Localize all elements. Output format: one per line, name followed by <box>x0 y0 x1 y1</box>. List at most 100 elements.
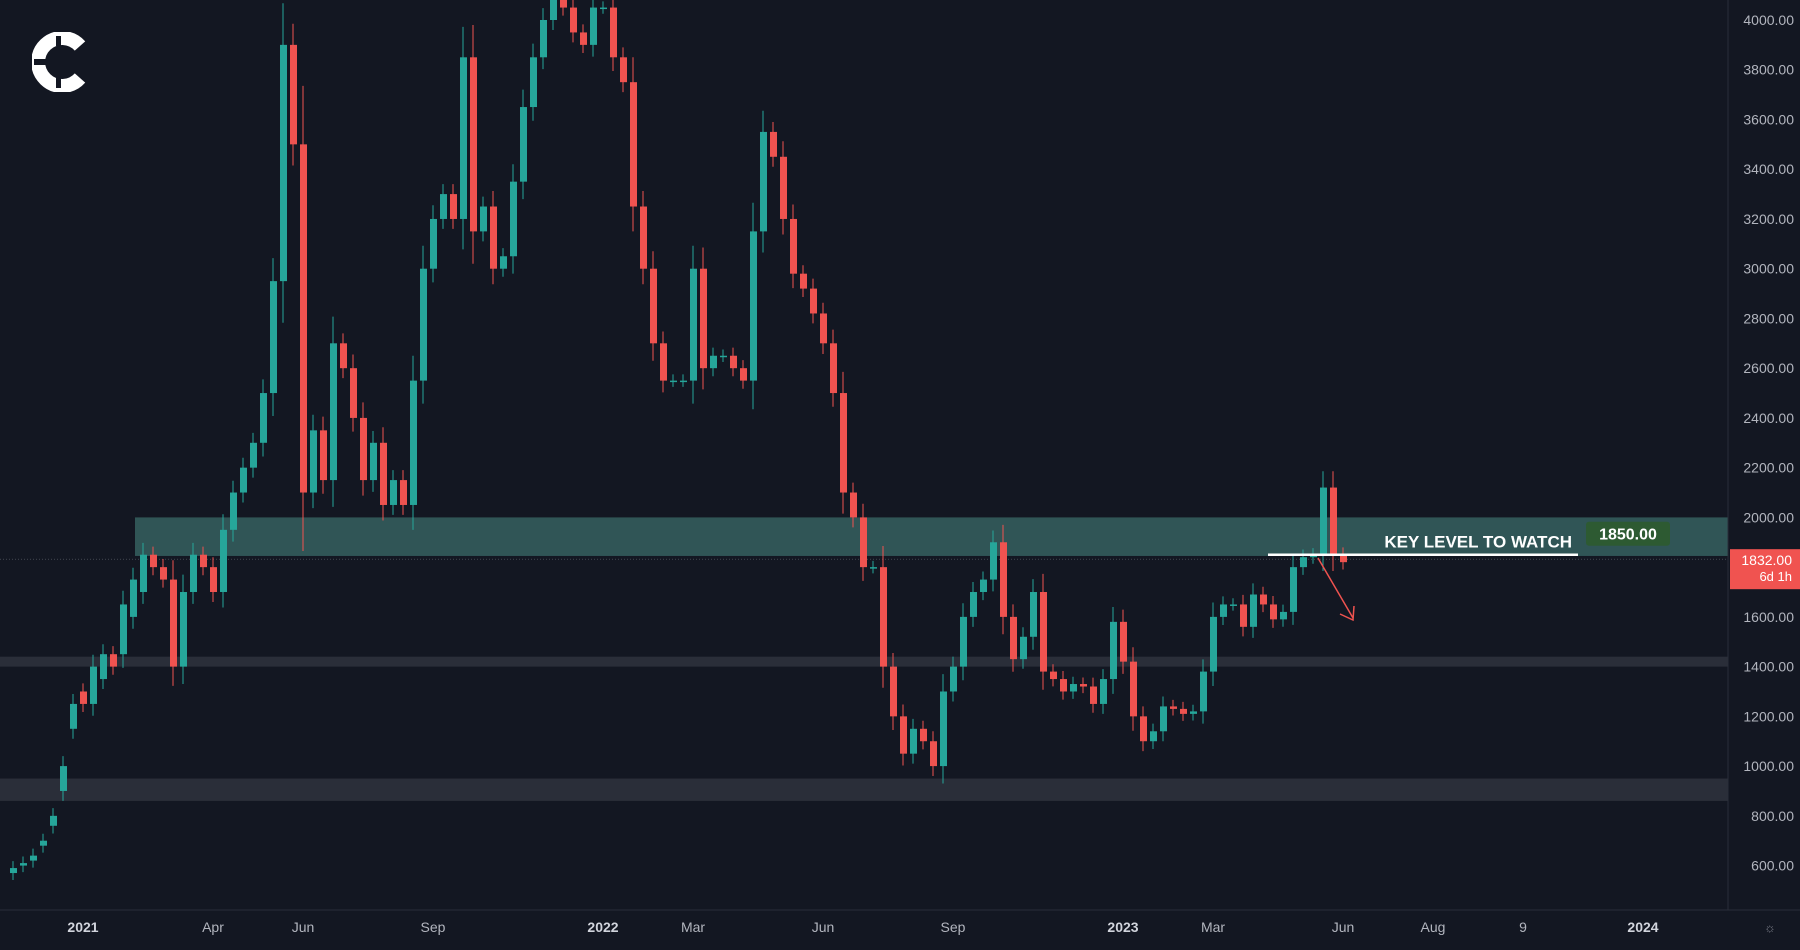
candle-body <box>240 467 247 493</box>
candle-body <box>1020 636 1027 660</box>
candle-body <box>580 32 587 45</box>
candle-body <box>50 815 57 826</box>
candle-body <box>1130 661 1137 717</box>
candle-body <box>890 666 897 717</box>
time-tick-label: Mar <box>1201 919 1225 935</box>
time-tick-label: Apr <box>202 919 224 935</box>
candle-body <box>40 840 47 846</box>
candle-body <box>710 355 717 369</box>
logo-icon <box>32 32 86 92</box>
candle-body <box>650 268 657 344</box>
candle-body <box>1180 708 1187 714</box>
candle-body <box>840 393 847 493</box>
current-price-label: 1832.00 <box>1741 552 1792 568</box>
time-tick-label: 9 <box>1519 919 1527 935</box>
time-tick-label: 2023 <box>1107 919 1138 935</box>
candle-body <box>940 691 947 767</box>
candle-body <box>100 654 107 680</box>
price-tick-label: 1600.00 <box>1743 609 1794 625</box>
candle-body <box>1050 671 1057 680</box>
settings-icon[interactable]: ☼ <box>1764 920 1776 935</box>
candle-body <box>500 256 507 269</box>
support-zone <box>0 778 1728 801</box>
candle-body <box>160 567 167 580</box>
candle-body <box>90 666 97 704</box>
candle-body <box>470 57 477 232</box>
price-tick-label: 3600.00 <box>1743 111 1794 127</box>
candle-body <box>20 863 27 866</box>
current-price-tag <box>1730 549 1800 590</box>
time-tick-label: Jun <box>812 919 835 935</box>
arrow-head <box>1339 605 1355 622</box>
price-tick-label: 3400.00 <box>1743 161 1794 177</box>
candle-body <box>830 343 837 394</box>
candle-body <box>930 741 937 767</box>
candle-body <box>920 728 927 742</box>
candle-body <box>450 194 457 219</box>
candle-body <box>680 380 687 383</box>
price-tick-label: 2200.00 <box>1743 460 1794 476</box>
candle-body <box>820 313 827 344</box>
time-tick-label: Sep <box>941 919 966 935</box>
candle-body <box>560 0 567 8</box>
candle-body <box>670 380 677 383</box>
candle-body <box>350 368 357 418</box>
candle-body <box>10 868 17 874</box>
candle-body <box>620 57 627 83</box>
candles-layer <box>10 0 1347 881</box>
candle-body <box>740 368 747 381</box>
price-tick-label: 2800.00 <box>1743 310 1794 326</box>
candle-body <box>1010 616 1017 660</box>
candle-body <box>110 654 117 667</box>
candle-body <box>810 288 817 314</box>
candle-body <box>1190 711 1197 714</box>
candle-body <box>1140 716 1147 742</box>
candle-body <box>1200 671 1207 712</box>
candle-body <box>290 44 297 145</box>
projection-arrow <box>1317 557 1354 619</box>
time-tick-label: 2021 <box>67 919 98 935</box>
candle-body <box>1000 542 1007 617</box>
candle-body <box>230 492 237 530</box>
candle-body <box>440 194 447 219</box>
candle-body <box>250 442 257 468</box>
candle-body <box>320 430 327 481</box>
candle-body <box>1260 594 1267 605</box>
candle-body <box>360 417 367 481</box>
price-tick-label: 1400.00 <box>1743 659 1794 675</box>
candle-body <box>1280 611 1287 620</box>
candle-body <box>540 20 547 58</box>
candle-body <box>1290 567 1297 612</box>
time-tick-label: Aug <box>1421 919 1446 935</box>
time-tick-label: Sep <box>421 919 446 935</box>
candle-body <box>70 703 77 729</box>
candle-body <box>190 554 197 593</box>
candle-body <box>610 7 617 58</box>
candle-body <box>1100 679 1107 704</box>
candle-body <box>1340 554 1347 563</box>
candle-body <box>280 44 287 282</box>
candle-body <box>730 355 737 369</box>
key-level-badge <box>1586 521 1670 546</box>
time-tick-label: 2022 <box>587 919 618 935</box>
candle-body <box>860 517 867 568</box>
candle-body <box>220 529 227 593</box>
price-tick-label: 800.00 <box>1751 808 1794 824</box>
candle-body <box>1080 684 1087 687</box>
candle-body <box>340 343 347 369</box>
time-tick-label: Mar <box>681 919 705 935</box>
key-level-label: KEY LEVEL TO WATCH <box>1384 533 1572 552</box>
candle-body <box>770 131 777 157</box>
price-tick-label: 3200.00 <box>1743 211 1794 227</box>
price-tick-label: 4000.00 <box>1743 12 1794 28</box>
candle-body <box>400 480 407 505</box>
candle-body <box>1070 684 1077 692</box>
candle-body <box>270 281 277 394</box>
candle-body <box>630 82 637 207</box>
candle-body <box>390 480 397 505</box>
candle-body <box>760 131 767 232</box>
key-level-badge-text: 1850.00 <box>1599 527 1657 544</box>
